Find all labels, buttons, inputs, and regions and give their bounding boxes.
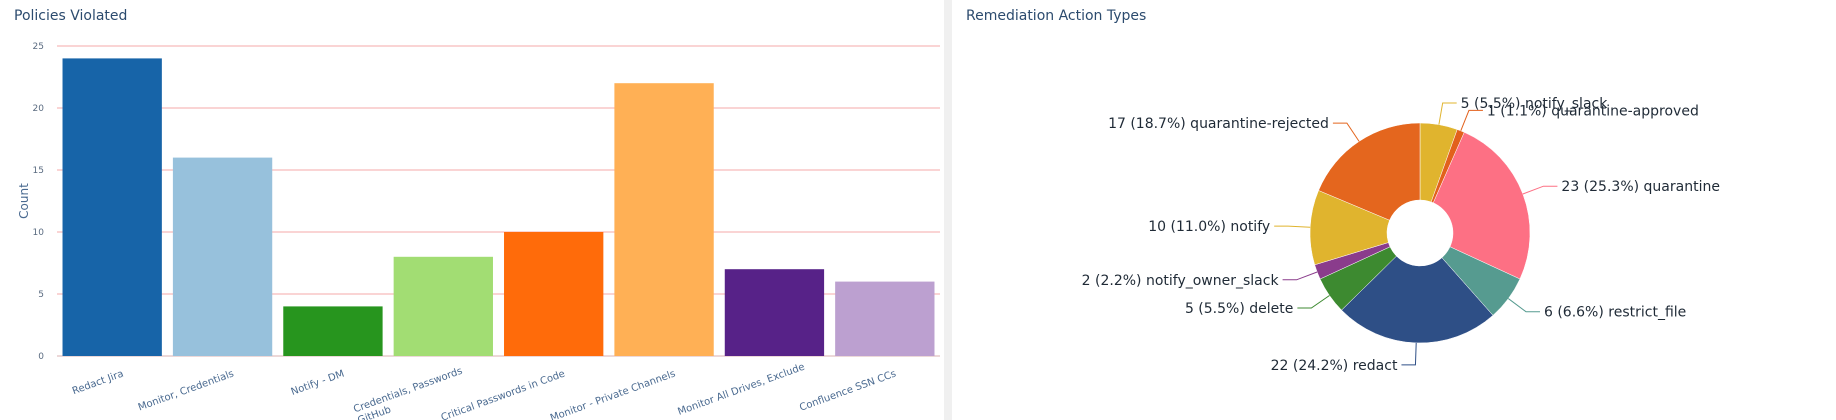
donut-chart-title: Remediation Action Types (966, 8, 1147, 24)
x-tick-label: Notify - DM (290, 368, 346, 397)
x-tick-label: Monitor All Drives, Exclude... (676, 362, 810, 420)
bar[interactable] (614, 83, 714, 356)
y-tick-label: 15 (33, 166, 44, 176)
bar[interactable] (283, 306, 383, 356)
leader-line (1522, 185, 1558, 195)
slice-label: 5 (5.5%) delete (1185, 301, 1293, 317)
bar[interactable] (393, 256, 493, 356)
leader-line (1460, 109, 1483, 132)
leader-line (1508, 298, 1540, 313)
donut-slice[interactable] (1318, 122, 1421, 221)
bar[interactable] (724, 269, 825, 356)
x-tick-label: Monitor - Private Channels (549, 368, 677, 420)
y-tick-label: 0 (38, 352, 44, 362)
donut-slice[interactable] (1341, 255, 1494, 344)
slice-label: 17 (18.7%) quarantine-rejected (1108, 116, 1329, 132)
y-axis-label: Count (17, 183, 31, 219)
slice-label: 10 (11.0%) notify (1148, 219, 1270, 235)
slice-label: 5 (5.5%) notify_slack (1461, 96, 1609, 112)
bar[interactable] (172, 157, 273, 356)
leader-line (1401, 342, 1417, 366)
slice-label: 6 (6.6%) restrict_file (1544, 305, 1686, 321)
donut-slice[interactable] (1432, 131, 1531, 280)
bar[interactable] (62, 58, 162, 357)
bar[interactable] (835, 281, 935, 356)
x-tick-label: Redact Jira (71, 368, 125, 397)
slice-label: 1 (1.1%) quarantine-approved (1487, 103, 1699, 119)
bar[interactable] (504, 232, 604, 356)
leader-line (1297, 295, 1330, 309)
leader-line (1332, 122, 1360, 142)
y-tick-label: 25 (33, 42, 44, 52)
x-tick-label: Monitor, Credentials (137, 368, 236, 413)
y-tick-label: 5 (38, 290, 44, 300)
bar-chart: Count 0 5 10 15 20 25 Redact Jira Monitor, Crede… (17, 42, 940, 420)
slice-label: 23 (25.3%) quarantine (1561, 179, 1720, 195)
bar-chart-panel: Policies Violated Count 0 5 10 15 20 25 Redact … (0, 0, 944, 420)
leader-line (1438, 102, 1457, 125)
slice-label: 22 (24.2%) redact (1271, 358, 1398, 374)
slice-label: 2 (2.2%) notify_owner_slack (1082, 273, 1280, 289)
y-tick-label: 10 (33, 228, 45, 238)
leader-line (1282, 271, 1318, 281)
leader-line (1274, 225, 1311, 228)
y-tick-label: 20 (33, 104, 45, 114)
x-tick-label: Confluence SSN CCs (798, 368, 898, 413)
donut-chart-panel: Remediation Action Types 5 (5.5%) notify… (952, 0, 1836, 420)
bar-chart-title: Policies Violated (14, 8, 128, 24)
